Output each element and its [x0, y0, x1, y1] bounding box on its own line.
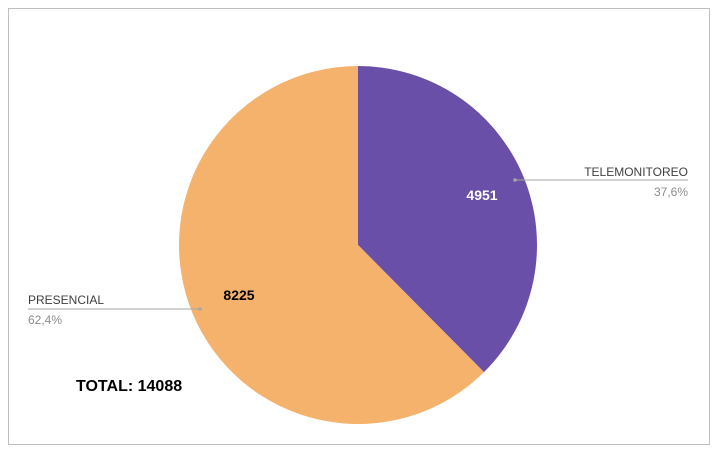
slice-value-label-telemonitoreo: 4951 — [466, 187, 497, 203]
data-labels: 4951 8225 TELEMONITOREO 37,6% PRESENCIAL… — [28, 165, 688, 395]
total-label: TOTAL: 14088 — [76, 378, 182, 395]
leader-lines — [28, 178, 688, 311]
slice-value-label-presencial: 8225 — [223, 287, 254, 303]
pie-slices — [178, 66, 537, 424]
pie-slice-telemonitoreo — [358, 66, 537, 373]
slice-percent-label-telemonitoreo: 37,6% — [654, 185, 688, 199]
leader-dot-telemonitoreo — [513, 178, 517, 182]
pie-slice-presencial — [178, 66, 484, 424]
slice-category-label-presencial: PRESENCIAL — [28, 293, 104, 307]
slice-percent-label-presencial: 62,4% — [28, 313, 62, 327]
slice-category-label-telemonitoreo: TELEMONITOREO — [584, 165, 688, 179]
leader-dot-presencial — [198, 307, 202, 311]
